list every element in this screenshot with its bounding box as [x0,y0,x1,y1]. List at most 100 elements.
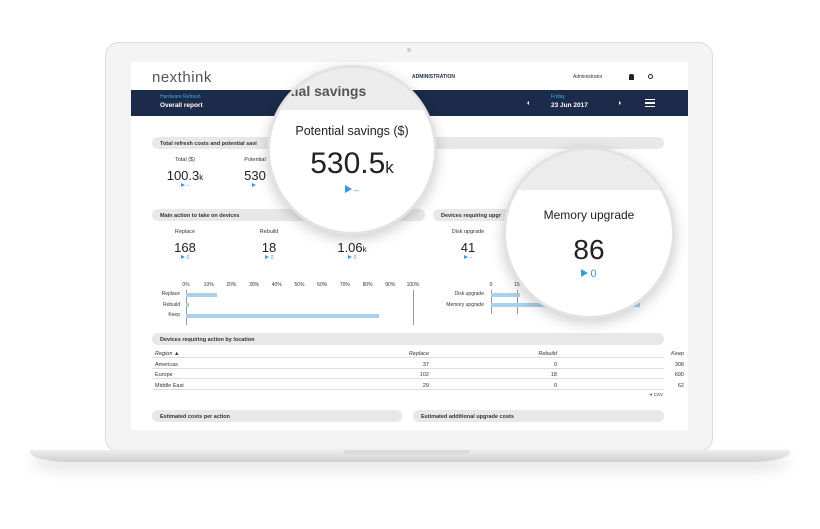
table-cell: 18 [550,372,557,379]
x-tick-label: 0% [182,282,190,288]
kpi-number: 41 [460,240,476,255]
laptop-base [30,450,790,462]
kpi-number: 100.3 [166,168,200,183]
delta: 0 [590,268,597,280]
x-tick-label: 20% [226,282,237,288]
kpi-delta: 0 [135,255,235,261]
table-cell: 0 [553,382,557,389]
x-tick-label: 50% [294,282,305,288]
table-cell: 62 [677,382,684,389]
panel-header: Devices requiring action by location [152,333,664,345]
bar [186,313,379,318]
x-tick-label: 90% [385,282,396,288]
kpi-value: 1.06k [302,241,402,254]
x-tick-label: 60% [317,282,328,288]
date: 23 Jun 2017 [551,102,588,109]
kpi-number: 18 [261,240,277,255]
kpi-label: Potential [244,157,266,163]
zoom-savings: tial savings Potential savings ($) 530.5… [267,65,437,235]
category-label: Memory upgrade [446,301,484,308]
category-label: Rebuild [163,301,180,308]
bar [491,292,521,297]
zoom-label: Memory upgrade [543,208,635,222]
delta: – [353,185,359,195]
prev-arrow[interactable] [527,101,529,105]
delta: – [469,255,473,261]
zoom-delta: – [270,185,434,195]
csv-export[interactable]: ➜ CSV [648,392,663,397]
table-cell: Europe [155,372,173,379]
bar [186,292,217,297]
delta: 0 [186,255,190,261]
report-subtitle: Hardware Refresh [160,94,201,100]
kpi-delta: 0 [219,255,319,261]
zoom-header-band [506,150,672,190]
column-header: Region ▲ [155,351,180,357]
column-header: Replace [408,351,429,357]
date-day: Friday [551,94,565,100]
kpi-label: Rebuild [259,229,279,235]
x-tick-label: 30% [249,282,260,288]
kpi-delta [205,183,305,189]
next-arrow[interactable] [619,101,621,105]
x-tick-label: 70% [339,282,350,288]
zoom-label: Potential savings ($) [295,124,409,138]
category-label: Disk upgrade [454,291,484,297]
zoom-value: 530.5k [270,149,434,179]
kpi-delta: – [135,183,235,189]
user-menu[interactable]: Administrator [573,74,603,80]
table-cell: 0 [553,362,557,368]
kpi-unit: k [362,245,367,254]
search-icon[interactable] [648,74,653,79]
table-cell: 29 [422,382,429,389]
table-cell: 690 [674,372,684,379]
camera [407,48,411,52]
kpi-value: 100.3k [135,169,235,182]
table-cell: 102 [419,372,429,379]
table-row: Middle East 29 0 62 [152,380,684,390]
table-cell: Middle East [155,382,184,389]
x-tick-label: 80% [362,282,373,288]
category-label: Keep [168,312,180,318]
grid-line [491,290,492,314]
table-row: Region ▲ Replace Rebuild Keep [152,348,684,358]
x-tick-label: 100% [406,282,420,288]
kpi-number: 168 [174,240,196,255]
panel-header: Estimated costs per action [152,410,402,422]
category-label: Replace [161,291,180,297]
x-tick-label: 40% [271,282,282,288]
table-cell: 37 [422,362,429,368]
delta: 0 [353,255,357,261]
x-tick-label: 0 [489,282,493,288]
kpi-unit: k [199,173,204,182]
table-row: Americas 37 0 308 [152,359,684,369]
grid-line [517,290,518,314]
kpi-number: 1.06 [337,240,363,255]
zoom-number: 530.5 [310,147,386,180]
laptop-notch [343,450,470,454]
column-header: Rebuild [538,351,557,357]
table-cell: Americas [155,362,178,368]
report-title: Overall report [160,102,203,109]
table-row: Europe 102 18 690 [152,369,684,380]
zoom-value: 86 [573,234,605,265]
logo: nexthink [152,69,212,86]
menu-icon[interactable] [645,99,655,107]
kpi-value: 41 [418,241,518,254]
zoom-header-band [270,68,434,110]
kpi-number: 530 [244,168,266,183]
x-tick-label: 15 [514,282,520,288]
column-header: Keep [671,351,684,357]
grid-line [186,290,187,325]
kpi-label: Replace [174,229,196,235]
kpi-label: Total ($) [175,157,195,163]
kpi-delta: – [418,255,518,261]
kpi-value: 18 [219,241,319,254]
bell-icon[interactable] [629,74,634,80]
table-cell: 308 [674,362,684,368]
delta: – [186,183,190,189]
zoom-unit: k [385,158,394,177]
kpi-label: Disk upgrade [451,229,485,235]
zoom-delta: 0 [506,269,672,280]
